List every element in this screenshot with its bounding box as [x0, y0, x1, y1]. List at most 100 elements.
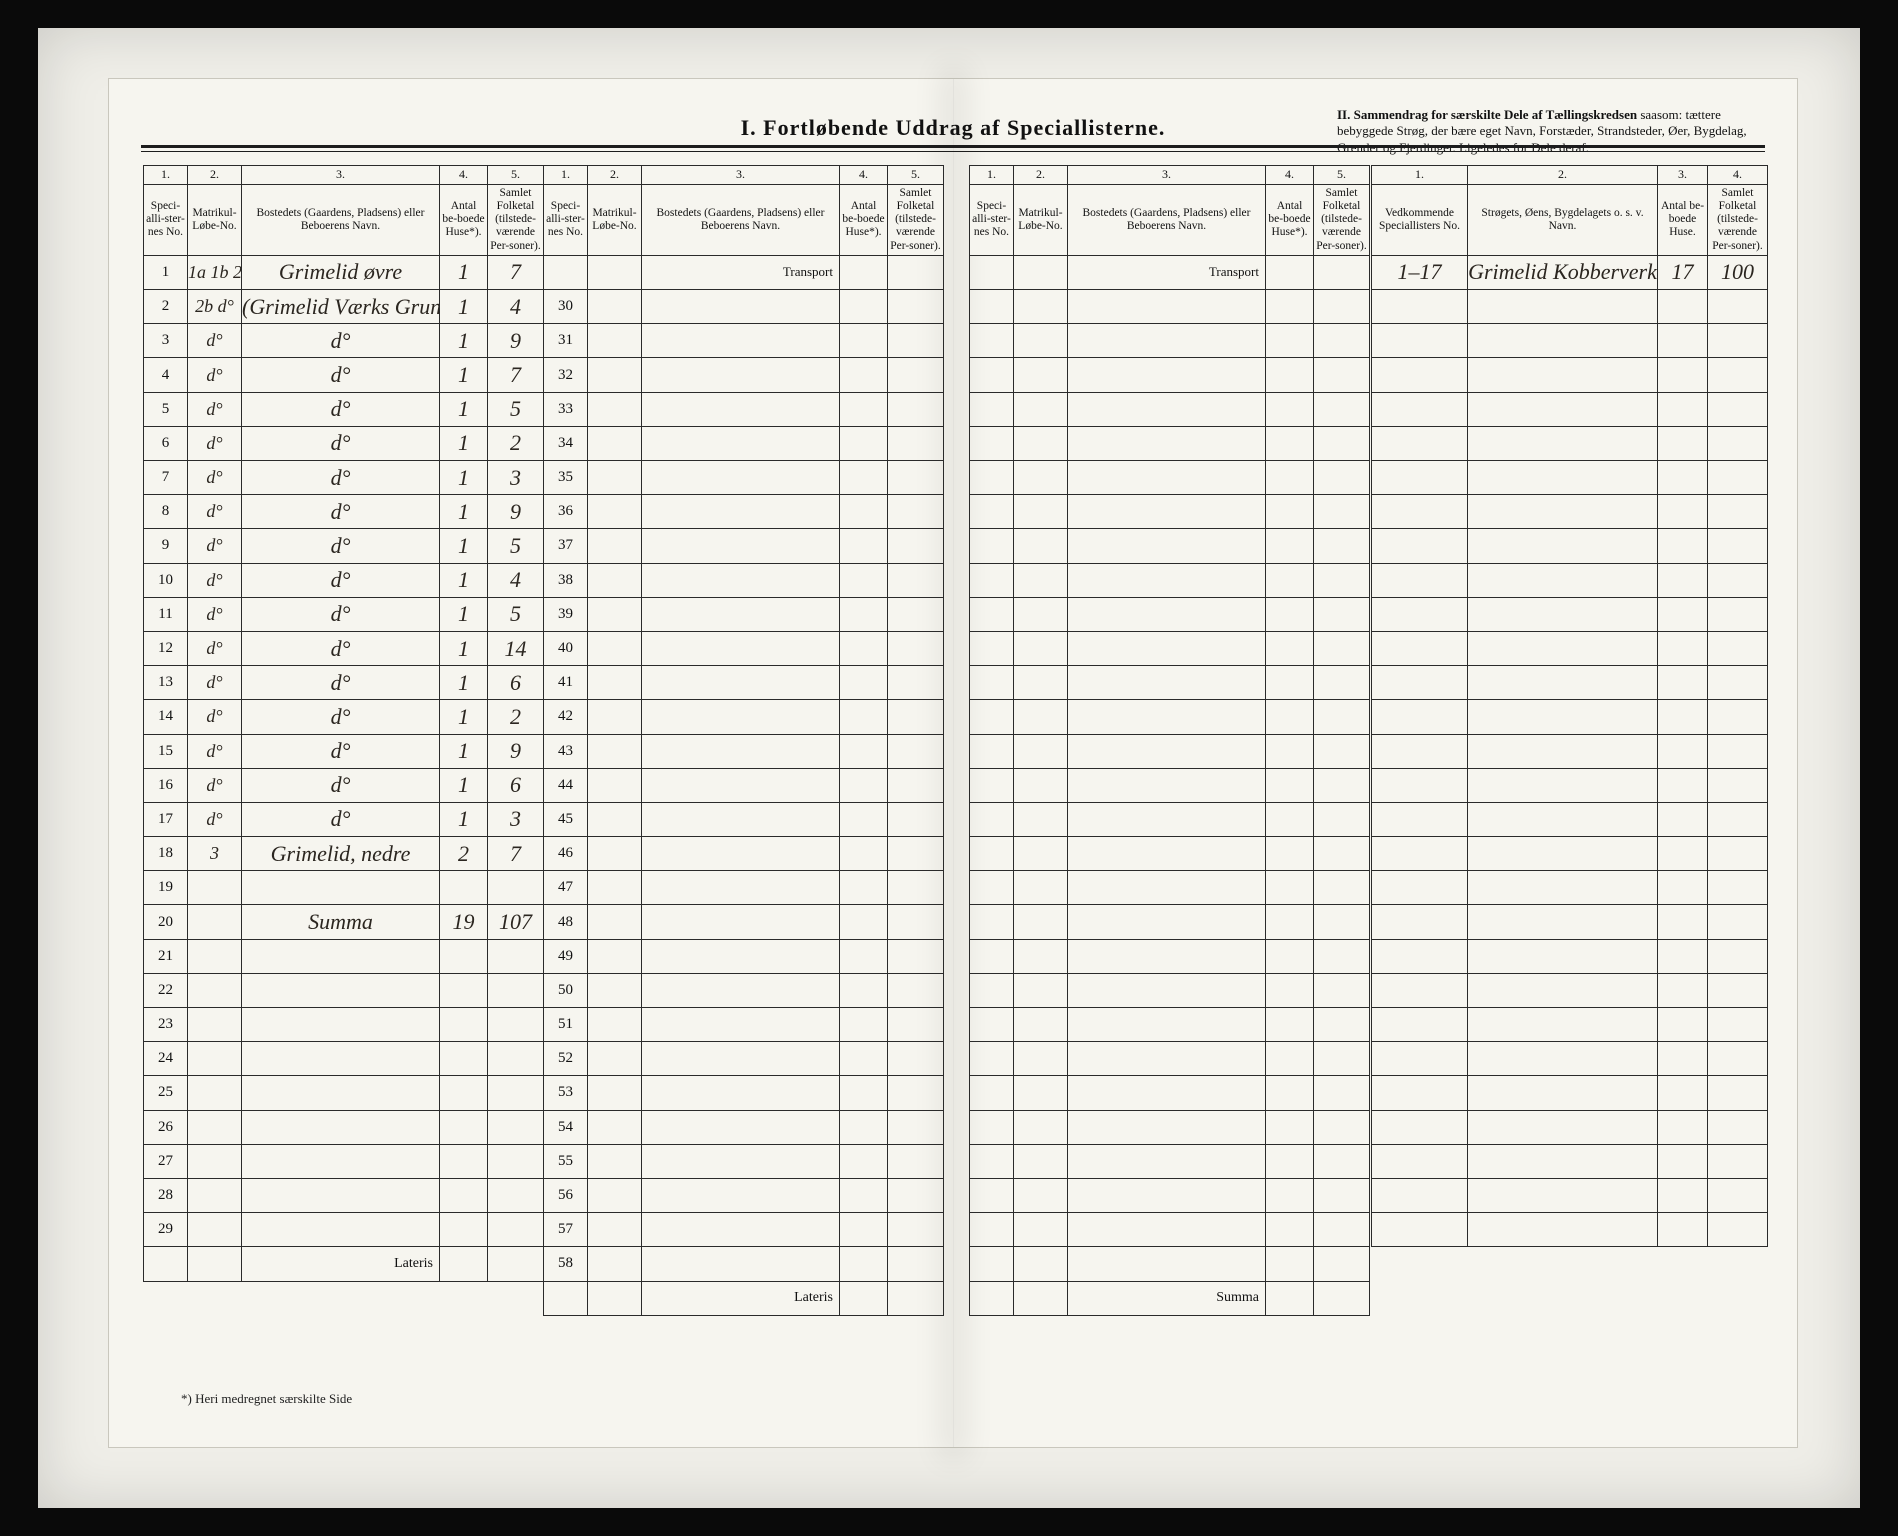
lateris-label: Lateris: [642, 1281, 840, 1315]
transport-row: Transport: [970, 255, 1370, 289]
cell-matrikul: d°: [188, 324, 242, 358]
h-label: Vedkommende Speciallisters No.: [1372, 184, 1468, 255]
row-no: [970, 495, 1014, 529]
cell-huse: [840, 1110, 888, 1144]
cell-bosted: [642, 973, 840, 1007]
cell-huse: [840, 802, 888, 836]
cell-matrikul: [588, 905, 642, 939]
cell-matrikul: [188, 871, 242, 905]
cell-matrikul: [588, 495, 642, 529]
cell-folketal: 5: [488, 529, 544, 563]
cell-bosted: [1068, 1076, 1266, 1110]
cell-strog-navn: [1468, 837, 1658, 871]
row-no: [970, 1042, 1014, 1076]
cell-folketal: [488, 1178, 544, 1212]
cell-huse: [1658, 700, 1708, 734]
row-no: 9: [144, 529, 188, 563]
cell-huse: 1: [440, 768, 488, 802]
block-b-body: 3031323334353637383940414243444546474849…: [544, 290, 944, 1281]
cell-huse: [1266, 1247, 1314, 1281]
cell-folketal: [888, 563, 944, 597]
row-no: [970, 734, 1014, 768]
row-no: [970, 631, 1014, 665]
transport-row: Transport: [544, 255, 944, 289]
row-no: 24: [144, 1042, 188, 1076]
cell-huse: [1266, 426, 1314, 460]
table-row: [970, 905, 1370, 939]
cell-matrikul: [588, 1247, 642, 1281]
cell-folketal: [888, 1247, 944, 1281]
table-row: [1372, 426, 1768, 460]
row-no: 30: [544, 290, 588, 324]
cell-huse: 1: [440, 734, 488, 768]
cell-bosted: [642, 1110, 840, 1144]
cell-folketal: 2: [488, 426, 544, 460]
cell-folketal: [1708, 324, 1768, 358]
table-row: [1372, 290, 1768, 324]
cell-bosted: [1068, 1247, 1266, 1281]
cell-huse: [840, 1076, 888, 1110]
cell-folketal: [1708, 802, 1768, 836]
cell-huse: [1266, 597, 1314, 631]
cell-matrikul: [1014, 939, 1068, 973]
cell-bosted: [1068, 666, 1266, 700]
cell-folketal: [888, 1008, 944, 1042]
cell-huse: 1: [440, 802, 488, 836]
cell-folketal: [1314, 563, 1370, 597]
cell-folketal: 6: [488, 768, 544, 802]
row-no: 11: [144, 597, 188, 631]
cell-huse: 1: [440, 461, 488, 495]
cell-speciallist-no: [1372, 802, 1468, 836]
cell-bosted: [242, 871, 440, 905]
cell-folketal: [488, 1213, 544, 1247]
cell-folketal: [888, 700, 944, 734]
cell-bosted: [1068, 973, 1266, 1007]
cell-matrikul: [588, 939, 642, 973]
row-no: 50: [544, 973, 588, 1007]
footnote: *) Heri medregnet særskilte Side: [181, 1391, 352, 1407]
cell-folketal: 9: [488, 734, 544, 768]
cell-huse: [1658, 939, 1708, 973]
cell-folketal: [888, 631, 944, 665]
cell-strog-navn: [1468, 392, 1658, 426]
cell-huse: [840, 392, 888, 426]
row-no: [970, 1178, 1014, 1212]
cell-huse: [440, 1144, 488, 1178]
row-no: 53: [544, 1076, 588, 1110]
table-row: 22: [144, 973, 544, 1007]
cell-folketal: [1314, 461, 1370, 495]
cell-strog-navn: [1468, 1110, 1658, 1144]
ledger-block-a: 1. 2. 3. 4. 5. Speci-alli-ster-nes No. M…: [143, 165, 544, 1282]
cell-huse: [440, 939, 488, 973]
row-no: 15: [144, 734, 188, 768]
cell-folketal: [888, 734, 944, 768]
table-row: 31: [544, 324, 944, 358]
table-row: [970, 597, 1370, 631]
cell-folketal: [1314, 871, 1370, 905]
cell-matrikul: [588, 700, 642, 734]
cell-bosted: [242, 1042, 440, 1076]
cell-bosted: [1068, 734, 1266, 768]
cell-matrikul: [1014, 324, 1068, 358]
table-row: [1372, 529, 1768, 563]
table-row: [970, 426, 1370, 460]
cell-matrikul: d°: [188, 461, 242, 495]
cell-bosted: [642, 324, 840, 358]
cell-bosted: [1068, 837, 1266, 871]
table-row: 50: [544, 973, 944, 1007]
cell-bosted: [1068, 1008, 1266, 1042]
table-row: 4d°d°17: [144, 358, 544, 392]
ledger-block-b: 1. 2. 3. 4. 5. Speci-alli-ster-nes No. M…: [543, 165, 944, 1316]
table-row: 7d°d°13: [144, 461, 544, 495]
cell-bosted: d°: [242, 802, 440, 836]
table-row: 37: [544, 529, 944, 563]
row-no: 41: [544, 666, 588, 700]
cell-huse: [1266, 1042, 1314, 1076]
cell-bosted: d°: [242, 597, 440, 631]
table-row: [970, 1247, 1370, 1281]
cell-folketal: 2: [488, 700, 544, 734]
cell-matrikul: [1014, 529, 1068, 563]
cell-folketal: [1708, 1144, 1768, 1178]
cell-bosted: [242, 1076, 440, 1110]
cell-strog-navn: [1468, 768, 1658, 802]
